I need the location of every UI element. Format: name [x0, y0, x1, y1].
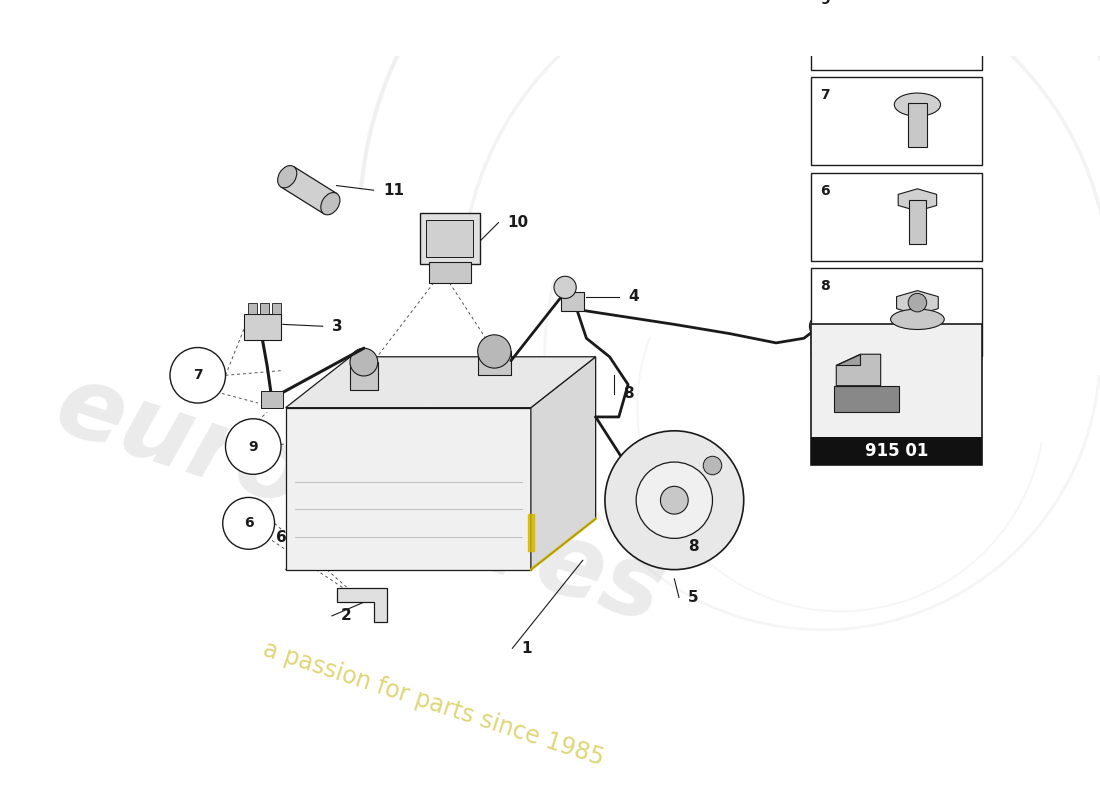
Polygon shape	[836, 354, 860, 366]
Bar	[909, 102, 926, 147]
Circle shape	[660, 486, 689, 514]
Polygon shape	[531, 357, 596, 570]
Text: 8: 8	[624, 386, 634, 402]
Bar	[812, 438, 982, 465]
Text: 2: 2	[341, 608, 352, 623]
Polygon shape	[286, 518, 596, 570]
Circle shape	[554, 276, 576, 298]
Circle shape	[222, 498, 275, 550]
Circle shape	[810, 315, 832, 338]
Circle shape	[605, 431, 744, 570]
Bar	[909, 200, 926, 244]
Circle shape	[477, 334, 512, 368]
Text: 11: 11	[383, 182, 404, 198]
Polygon shape	[280, 166, 337, 214]
Text: eurospares: eurospares	[44, 356, 675, 644]
Bar	[477, 351, 512, 374]
Bar	[260, 303, 270, 314]
Text: 6: 6	[276, 530, 287, 545]
Ellipse shape	[891, 309, 944, 330]
Polygon shape	[286, 408, 531, 570]
Bar	[835, 386, 899, 411]
Text: 3: 3	[332, 318, 342, 334]
Text: 7: 7	[192, 368, 202, 382]
Polygon shape	[899, 189, 937, 211]
Circle shape	[703, 456, 722, 474]
Bar	[272, 303, 280, 314]
Polygon shape	[836, 354, 881, 386]
Text: 4: 4	[628, 289, 639, 304]
Ellipse shape	[277, 166, 297, 188]
Text: 9: 9	[821, 0, 830, 7]
Text: 8: 8	[821, 279, 830, 293]
Text: 7: 7	[821, 89, 830, 102]
Circle shape	[170, 347, 226, 403]
Bar	[812, 173, 982, 261]
Bar	[812, 268, 982, 356]
Text: 6: 6	[821, 184, 830, 198]
Polygon shape	[337, 588, 387, 622]
Bar	[248, 303, 257, 314]
Text: 9: 9	[249, 439, 258, 454]
Bar	[812, 78, 982, 166]
Ellipse shape	[903, 18, 932, 34]
Polygon shape	[286, 357, 596, 408]
Polygon shape	[896, 290, 938, 314]
Text: 915 01: 915 01	[866, 442, 928, 460]
Text: 8: 8	[689, 539, 698, 554]
Bar	[420, 214, 480, 264]
Text: 6: 6	[244, 516, 253, 530]
Bar	[427, 220, 473, 257]
Bar	[812, 0, 982, 70]
Circle shape	[350, 348, 377, 376]
Circle shape	[909, 294, 926, 312]
Bar	[429, 262, 471, 282]
Bar	[261, 391, 283, 408]
Bar	[244, 314, 280, 340]
Bar	[561, 292, 584, 310]
Circle shape	[636, 462, 713, 538]
Text: 10: 10	[508, 215, 529, 230]
Circle shape	[226, 418, 280, 474]
Bar	[812, 324, 982, 465]
Bar	[350, 362, 377, 390]
Text: 1: 1	[521, 641, 532, 656]
Text: 5: 5	[689, 590, 698, 605]
Ellipse shape	[321, 193, 340, 215]
Ellipse shape	[880, 6, 955, 46]
Ellipse shape	[894, 93, 940, 116]
Text: a passion for parts since 1985: a passion for parts since 1985	[261, 638, 607, 770]
